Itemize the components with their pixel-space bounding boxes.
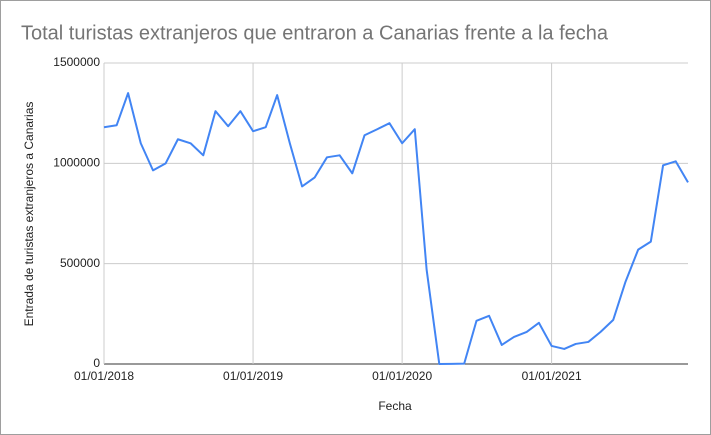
y-tick-label: 500000 xyxy=(60,256,100,270)
y-axis-label: Entrada de turistas extranjeros a Canari… xyxy=(22,102,36,327)
x-tick-label: 01/01/2020 xyxy=(372,369,432,383)
x-axis-label: Fecha xyxy=(378,399,412,413)
series-line xyxy=(103,92,689,365)
y-tick-label: 0 xyxy=(93,356,100,370)
y-tick-label: 1000000 xyxy=(53,156,100,170)
y-tick-label: 1500000 xyxy=(53,55,100,69)
x-tick-label: 01/01/2021 xyxy=(522,369,582,383)
x-tick-label: 01/01/2019 xyxy=(223,369,283,383)
chart-title: Total turistas extranjeros que entraron … xyxy=(21,22,609,44)
x-tick-label: 01/01/2018 xyxy=(74,369,134,383)
